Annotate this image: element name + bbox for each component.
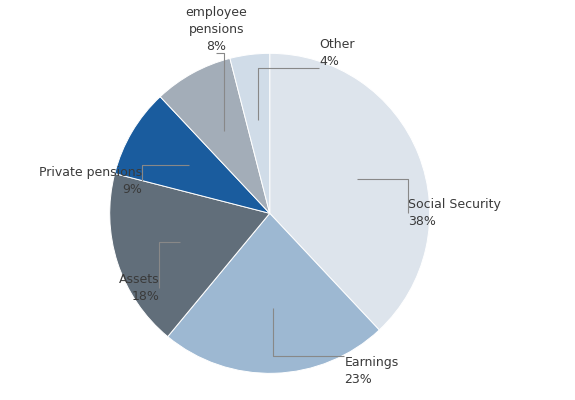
Text: Assets
18%: Assets 18% <box>119 273 159 303</box>
Wedge shape <box>115 97 270 213</box>
Text: Earnings
23%: Earnings 23% <box>344 356 398 386</box>
Text: Other
4%: Other 4% <box>320 38 355 68</box>
Text: Private pensions
9%: Private pensions 9% <box>39 166 141 196</box>
Wedge shape <box>168 213 380 373</box>
Wedge shape <box>110 174 270 337</box>
Wedge shape <box>230 53 270 213</box>
Wedge shape <box>270 53 430 330</box>
Text: Social Security
38%: Social Security 38% <box>408 198 501 228</box>
Wedge shape <box>160 58 270 213</box>
Text: Government
employee
pensions
8%: Government employee pensions 8% <box>178 0 255 53</box>
